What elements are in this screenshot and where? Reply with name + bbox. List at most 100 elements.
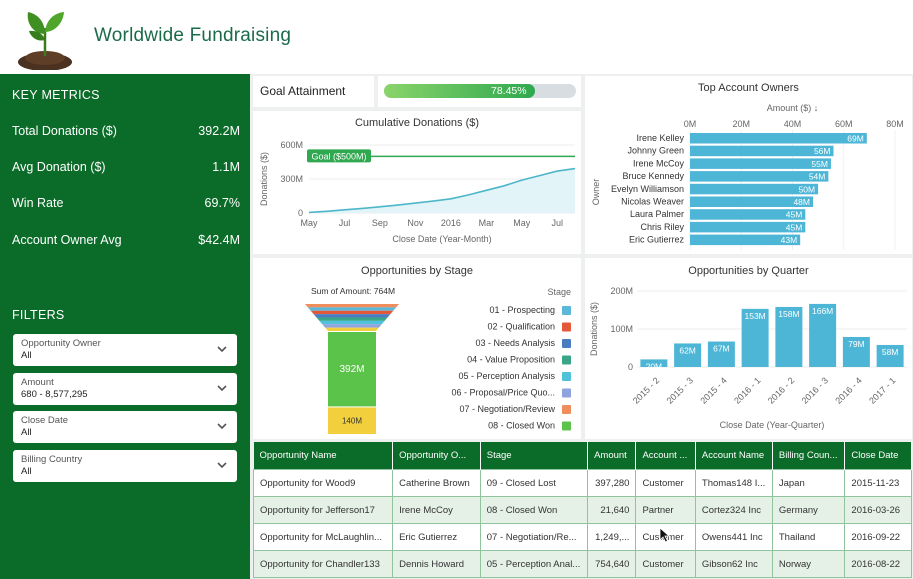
funnel-stripe: [316, 317, 388, 321]
legend-label: 04 - Value Proposition: [467, 355, 555, 365]
metric-label: Total Donations ($): [12, 124, 117, 138]
opportunities-table: Opportunity Name Opportunity O... Stage …: [252, 442, 912, 578]
column-header[interactable]: Stage: [480, 442, 589, 470]
legend-label: 08 - Closed Won: [488, 421, 555, 431]
legend-label: 06 - Proposal/Price Quo...: [451, 388, 555, 398]
x-tick-label: 40M: [784, 119, 802, 129]
legend-label: 01 - Prospecting: [489, 305, 555, 315]
table-cell: Catherine Brown: [392, 469, 481, 497]
x-tick-label: 2016 - 1: [732, 375, 762, 405]
table-cell: 21,640: [587, 496, 637, 524]
table-cell: 2015-11-23: [844, 469, 912, 497]
legend-swatch: [562, 388, 571, 398]
table-cell: Dennis Howard: [392, 550, 481, 578]
table-cell: 07 - Negotiation/Re...: [479, 523, 589, 551]
filter-label: Amount: [21, 377, 54, 388]
x-tick-label: 0M: [684, 119, 697, 129]
column-header[interactable]: Account Name: [695, 442, 773, 470]
table-cell: Irene McCoy: [392, 496, 481, 524]
owner-label: Irene McCoy: [633, 158, 685, 168]
x-tick-label: 2017 - 1: [867, 375, 897, 405]
opportunities-by-quarter-panel: Opportunities by Quarter 0 100M 200M Donati…: [585, 258, 912, 439]
filter-close-date[interactable]: Close Date All: [13, 411, 237, 443]
table-row[interactable]: Opportunity for Wood9 Catherine Brown 09…: [252, 469, 912, 497]
metric-avg-donation: Avg Donation ($) 1.1M: [12, 160, 240, 174]
table-row[interactable]: Opportunity for McLaughlin... Eric Gutie…: [252, 523, 912, 551]
opportunities-by-quarter-chart: 0 100M 200M Donations ($) 20M 2015 - 2 62M 2015…: [589, 286, 907, 430]
table-row[interactable]: Opportunity for Chandler133 Dennis Howar…: [252, 550, 912, 578]
table-cell: Opportunity for McLaughlin...: [252, 523, 394, 551]
metric-label: Avg Donation ($): [12, 160, 106, 174]
column-header[interactable]: Account ...: [635, 442, 696, 470]
funnel-stripe: [319, 320, 385, 325]
bar-value-label: 48M: [793, 197, 810, 207]
metric-label: Win Rate: [12, 196, 64, 210]
column-header[interactable]: Billing Coun...: [772, 442, 846, 470]
funnel-segment-label: 392M: [339, 364, 364, 375]
x-tick-label: May: [513, 218, 531, 228]
bar-value-label: 55M: [811, 159, 828, 169]
table-cell: 397,280: [587, 469, 637, 497]
column-header[interactable]: Amount: [587, 442, 637, 470]
y-tick-label: 0: [628, 362, 633, 372]
legend-label: 03 - Needs Analysis: [475, 338, 555, 348]
legend-swatch: [562, 322, 571, 332]
table-cell: Opportunity for Jefferson17: [252, 496, 394, 524]
table-row[interactable]: Opportunity for Jefferson17 Irene McCoy …: [252, 496, 912, 524]
y-axis-label: Donations ($): [589, 302, 599, 356]
bar-value-label: 45M: [786, 210, 803, 220]
owner-bar: [690, 209, 806, 220]
funnel-segment-label: 140M: [342, 417, 362, 426]
filter-label: Billing Country: [21, 454, 83, 465]
bar-value-label: 20M: [646, 361, 663, 371]
table-cell: Owens441 Inc: [694, 523, 773, 551]
table-cell: 09 - Closed Lost: [479, 469, 589, 497]
goal-label: Goal ($500M): [311, 151, 366, 161]
goal-label-bg: [307, 149, 371, 163]
x-tick-label: 2015 - 2: [631, 375, 661, 405]
owner-bar: [690, 145, 834, 157]
x-tick-label: 2016 - 3: [800, 375, 830, 405]
funnel-stripe: [310, 310, 394, 315]
filter-billing-country[interactable]: Billing Country All: [13, 450, 237, 482]
chart-title: Cumulative Donations ($): [354, 117, 480, 129]
bar-value-label: 54M: [809, 172, 826, 182]
top-account-owners-panel: Top Account Owners Amount ($) ↓ 0M 20M 40M 6…: [585, 76, 912, 254]
bar-value-label: 50M: [799, 184, 816, 194]
column-header[interactable]: Close Date: [844, 442, 912, 470]
column-header[interactable]: Opportunity O...: [392, 442, 481, 470]
chart-title: Opportunities by Stage: [361, 265, 473, 277]
funnel-subtitle: Sum of Amount: 764M: [311, 286, 395, 296]
table-cell: Norway: [771, 550, 846, 578]
goal-progress-card: 78.45%: [378, 76, 581, 107]
x-axis-label: Close Date (Year-Month): [392, 234, 491, 244]
owner-bar: [690, 171, 829, 182]
legend-swatch: [562, 405, 571, 414]
quarter-bar: [842, 336, 870, 367]
bar-value-label: 69M: [847, 134, 864, 144]
bar-value-label: 56M: [814, 146, 831, 156]
table-cell: Japan: [771, 469, 846, 497]
chart-title: Opportunities by Quarter: [688, 265, 809, 277]
filter-value: 680 - 8,577,295: [21, 389, 88, 400]
cumulative-donations-panel: Cumulative Donations ($) 0 300M 600M Goal (…: [253, 111, 581, 254]
column-header[interactable]: Opportunity Name: [253, 442, 394, 470]
table-cell: Customer: [635, 469, 696, 497]
metric-value: 1.1M: [212, 160, 240, 174]
filter-opportunity-owner[interactable]: Opportunity Owner All: [13, 334, 237, 366]
table-cell: 08 - Closed Won: [479, 496, 589, 524]
owner-bar: [690, 183, 819, 195]
table-cell: Gibson62 Inc: [694, 550, 773, 578]
x-tick-label: 20M: [732, 119, 750, 129]
sidebar: KEY METRICS Total Donations ($) 392.2M A…: [0, 74, 250, 579]
goal-progress-track: 78.45%: [384, 84, 576, 98]
x-tick-label: 2016: [441, 218, 461, 228]
bar-value-label: 62M: [679, 345, 696, 355]
owner-label: Johnny Green: [627, 146, 684, 156]
x-tick-label: Sep: [372, 218, 388, 228]
x-tick-label: 2015 - 4: [698, 375, 728, 405]
filter-amount[interactable]: Amount 680 - 8,577,295: [13, 373, 237, 405]
x-tick-label: May: [300, 218, 318, 228]
owner-bar: [690, 221, 806, 233]
table-cell: Eric Gutierrez: [392, 523, 481, 551]
